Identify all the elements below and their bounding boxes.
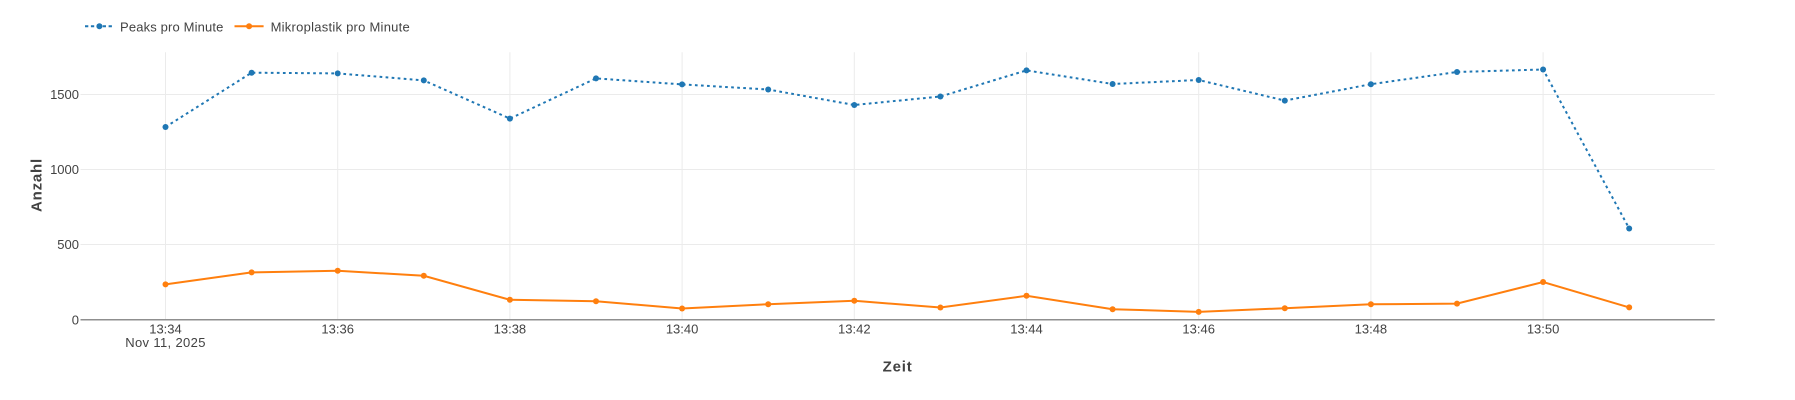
svg-text:Mikroplastik pro Minute: Mikroplastik pro Minute <box>271 19 410 34</box>
svg-text:Zeit: Zeit <box>883 359 913 376</box>
svg-text:13:40: 13:40 <box>666 322 699 337</box>
svg-text:13:38: 13:38 <box>494 322 527 337</box>
svg-text:13:46: 13:46 <box>1182 322 1215 337</box>
svg-text:13:36: 13:36 <box>321 322 354 337</box>
svg-text:Peaks pro Minute: Peaks pro Minute <box>120 19 224 34</box>
svg-text:13:44: 13:44 <box>1010 322 1043 337</box>
svg-text:0: 0 <box>72 312 79 327</box>
svg-text:1500: 1500 <box>50 87 79 102</box>
svg-text:500: 500 <box>57 237 79 252</box>
svg-text:Nov 11, 2025: Nov 11, 2025 <box>125 335 206 350</box>
svg-text:13:50: 13:50 <box>1527 322 1560 337</box>
svg-text:13:48: 13:48 <box>1355 322 1388 337</box>
svg-text:13:34: 13:34 <box>149 322 182 337</box>
svg-text:13:42: 13:42 <box>838 322 871 337</box>
svg-text:1000: 1000 <box>50 162 79 177</box>
svg-text:Anzahl: Anzahl <box>28 158 45 212</box>
